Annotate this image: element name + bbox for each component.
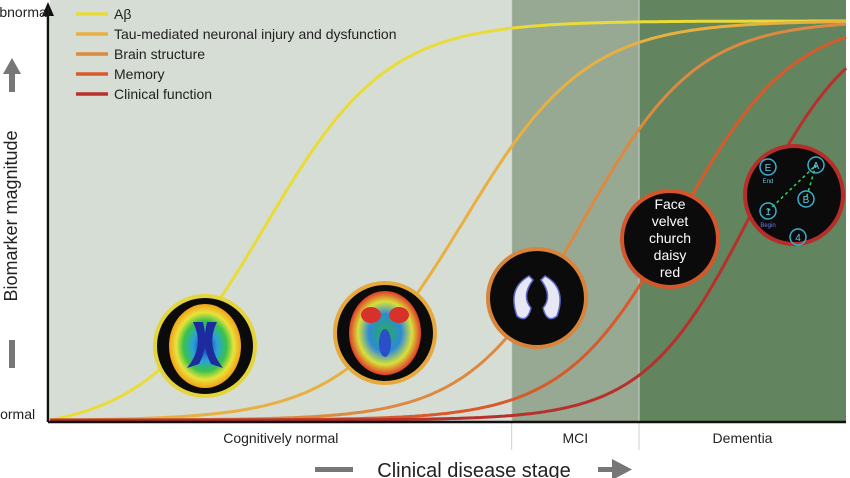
x-axis-label: Clinical disease stage: [377, 460, 570, 478]
legend-label-3: Memory: [114, 66, 165, 82]
memory-word: velvet: [652, 213, 689, 229]
stage-region-0: [50, 0, 512, 421]
trail-node-label: A: [813, 161, 820, 172]
memory-word: Face: [654, 196, 685, 212]
y-axis-arrow: [42, 2, 54, 16]
stage-region-1: [511, 0, 640, 421]
trail-node-label: E: [765, 163, 772, 174]
x-axis-dash-icon: [315, 467, 353, 472]
series-line-4: [50, 67, 848, 422]
legend-label-0: Aβ: [114, 6, 131, 22]
trail-end-label: End: [763, 179, 774, 185]
trail-making-test: E A B 1 4 End Begin: [743, 144, 845, 246]
pet-amyloid-scan: [153, 294, 257, 398]
stage-label-0: Cognitively normal: [223, 430, 338, 446]
memory-word: daisy: [654, 247, 687, 263]
series-line-1: [50, 20, 847, 422]
memory-word: red: [660, 264, 680, 280]
mri-hippocampus-scan: [486, 247, 588, 349]
stage-backgrounds: [50, 0, 846, 450]
legend-label-2: Brain structure: [114, 46, 205, 62]
y-axis-up-arrow-icon: [3, 58, 21, 92]
trail-node-label: 4: [795, 233, 801, 244]
legend-label-1: Tau-mediated neuronal injury and dysfunc…: [114, 26, 397, 42]
legend-label-4: Clinical function: [114, 86, 212, 102]
y-axis-low-bar-icon: [9, 340, 15, 368]
x-axis-right-arrow-icon: [598, 459, 632, 478]
y-tick-abnormal: Abnormal: [0, 4, 50, 20]
trail-node-label: 1: [765, 207, 771, 218]
axes: [42, 2, 846, 424]
y-axis-label: Biomarker magnitude: [1, 130, 21, 301]
trail-node-label: B: [803, 195, 810, 206]
legend: Aβ Tau-mediated neuronal injury and dysfu…: [76, 6, 397, 102]
y-tick-normal: Normal: [0, 406, 35, 422]
stage-label-2: Dementia: [713, 430, 773, 446]
pet-fdg-scan: [333, 281, 437, 385]
memory-word: church: [649, 230, 691, 246]
trail-begin-label: Begin: [760, 223, 775, 229]
stage-label-1: MCI: [563, 430, 589, 446]
stage-labels: Cognitively normal MCI Dementia: [223, 430, 772, 446]
